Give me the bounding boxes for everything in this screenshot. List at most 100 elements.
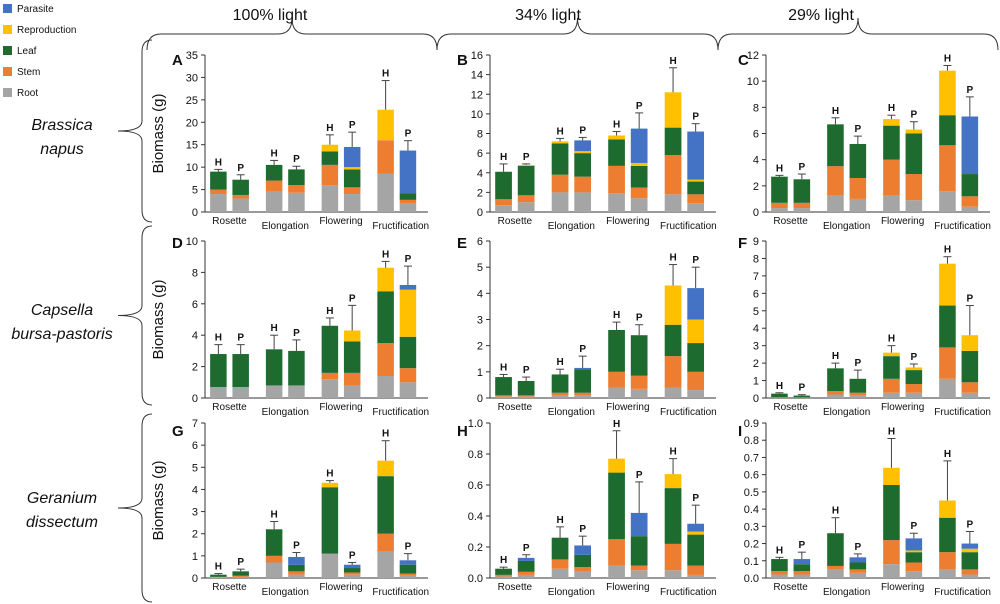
bar-segment-root [883, 194, 900, 212]
bar-label: P [405, 542, 412, 553]
bar-segment-leaf [608, 472, 625, 540]
bar-segment-leaf [574, 153, 592, 177]
column-header-3: 29% light [788, 7, 854, 24]
bar-segment-leaf [265, 529, 283, 556]
bar-segment-root [827, 394, 844, 398]
bar-segment-reproduction [630, 162, 648, 166]
bar-segment-leaf [827, 533, 844, 566]
bar-segment-leaf [321, 487, 339, 554]
bar-segment-root [343, 194, 361, 212]
bar-label: H [944, 449, 951, 460]
bar-segment-stem [399, 368, 417, 383]
bar-label: H [215, 562, 222, 573]
bar-segment-root [321, 379, 339, 398]
bar-segment-stem [664, 543, 682, 571]
bar-segment-reproduction [905, 367, 923, 371]
legend-swatch-stem [3, 67, 12, 76]
y-tick-label: 5 [477, 262, 483, 274]
bar-label: P [967, 294, 974, 305]
bar-segment-leaf [961, 174, 979, 197]
bar-label: H [613, 419, 620, 430]
bar-segment-root [210, 577, 227, 578]
bar-segment-root [232, 387, 249, 398]
bar-segment-stem [265, 180, 283, 192]
y-tick-label: 9 [753, 236, 759, 248]
bar-segment-leaf [321, 325, 339, 373]
bar-segment-reproduction [687, 531, 705, 535]
stage-label-fructification: Fructification [660, 587, 717, 598]
bar-segment-leaf [793, 564, 811, 572]
bar-label: H [669, 56, 676, 67]
y-tick-label: 15 [186, 140, 198, 152]
y-tick-label: 8 [192, 267, 198, 279]
bar-label: P [293, 328, 300, 339]
bar-segment-root [232, 198, 249, 212]
bar-segment-stem [827, 565, 844, 570]
bar-segment-stem [265, 555, 283, 563]
y-tick-label: 10 [186, 162, 198, 174]
bar-segment-stem [961, 382, 979, 393]
bar-segment-stem [771, 571, 788, 575]
bar-label: P [911, 110, 918, 121]
y-tick-label: 4 [477, 288, 483, 300]
stage-label-fructification: Fructification [660, 221, 717, 232]
bar-segment-root [827, 569, 844, 578]
bar-label: P [636, 313, 643, 324]
bar-segment-leaf [771, 393, 788, 398]
species-label-1: Brassica napus [31, 117, 92, 158]
bar-segment-reproduction [343, 330, 361, 342]
y-tick-label: 0.8 [744, 435, 759, 447]
panel-letter: I [738, 423, 742, 440]
y-tick-label: 2 [192, 529, 198, 541]
bar-label: P [855, 542, 862, 553]
bar-segment-stem [551, 392, 569, 396]
bar-segment-root [827, 194, 844, 212]
y-tick-label: 0 [192, 207, 198, 219]
stage-label-elongation: Elongation [548, 407, 595, 418]
bar-segment-root [664, 194, 682, 212]
stage-label-flowering: Flowering [319, 402, 362, 413]
bar-segment-parasite [343, 564, 361, 569]
bar-segment-leaf [883, 356, 900, 379]
bar-segment-leaf [232, 571, 249, 576]
bar-label: P [911, 521, 918, 532]
bar-segment-root [961, 392, 979, 398]
bar-segment-root [905, 571, 923, 578]
bar-segment-leaf [687, 181, 705, 195]
bar-label: P [692, 112, 699, 123]
bar-label: P [237, 333, 244, 344]
bar-segment-stem [495, 395, 512, 397]
bar-segment-reproduction [961, 335, 979, 351]
bar-segment-leaf [551, 537, 569, 560]
bar-segment-root [664, 387, 682, 398]
bar-segment-root [377, 173, 394, 212]
bar-segment-stem [883, 540, 900, 565]
bar-label: H [888, 103, 895, 114]
y-tick-label: 7 [753, 271, 759, 283]
bar-segment-stem [551, 174, 569, 193]
stage-label-rosette: Rosette [773, 216, 808, 227]
bar-label: H [944, 53, 951, 64]
bar-segment-parasite [849, 557, 867, 563]
bar-segment-leaf [849, 143, 867, 178]
bar-segment-parasite [288, 556, 305, 565]
bar-segment-stem [939, 347, 956, 379]
panel-letter: G [172, 423, 184, 440]
bar-segment-root [210, 194, 227, 212]
bar-label: H [271, 323, 278, 334]
column-header-1: 100% light [233, 7, 308, 24]
bar-segment-stem [343, 372, 361, 386]
bar-label: H [271, 148, 278, 159]
bar-segment-leaf [883, 485, 900, 541]
bar-segment-parasite [687, 288, 705, 320]
stage-label-fructification: Fructification [934, 587, 991, 598]
bar-segment-reproduction [399, 289, 417, 337]
bar-segment-leaf [399, 193, 417, 200]
bar-label: P [636, 101, 643, 112]
bar-segment-root [574, 571, 592, 578]
bar-segment-reproduction [608, 458, 625, 473]
bar-segment-parasite [399, 150, 417, 194]
bar-label: H [500, 362, 507, 373]
bar-segment-stem [377, 140, 394, 174]
